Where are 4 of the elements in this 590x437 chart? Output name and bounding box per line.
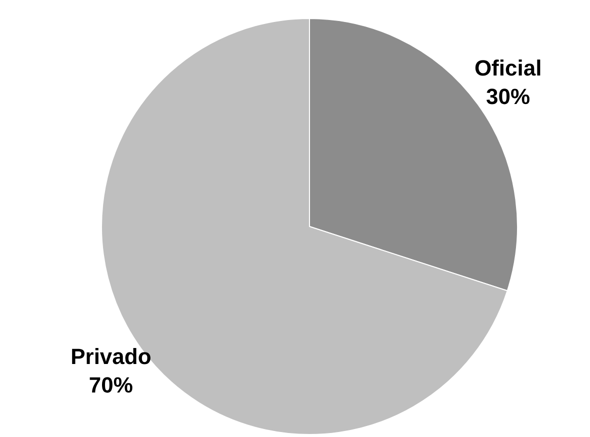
data-label: 70%	[88, 372, 133, 398]
data-label: 30%	[486, 84, 530, 110]
slice-label: Oficial	[474, 55, 542, 80]
slice-label: Privado	[70, 344, 152, 369]
